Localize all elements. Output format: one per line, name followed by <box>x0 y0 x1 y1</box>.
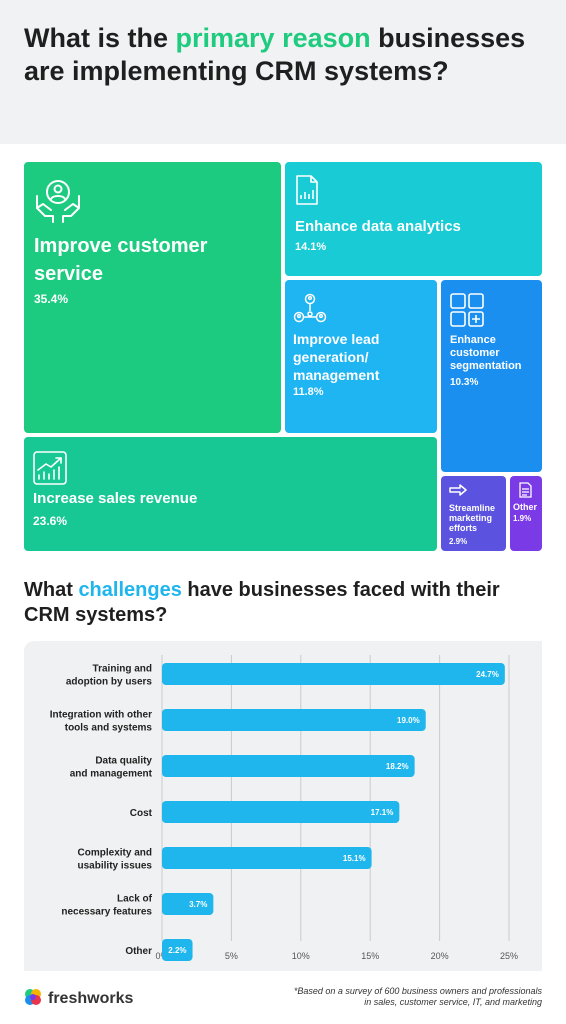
bar-value-label: 18.2% <box>386 762 409 771</box>
bar <box>162 755 415 777</box>
bar-value-label: 17.1% <box>371 808 394 817</box>
bar <box>162 709 426 731</box>
bar-value-label: 2.2% <box>168 946 186 955</box>
footnote-line: in sales, customer service, IT, and mark… <box>364 997 542 1007</box>
tile-label: Other <box>513 502 538 512</box>
flower-logo-icon <box>24 988 42 1011</box>
tile-value: 1.9% <box>513 514 532 523</box>
challenges-title: What challenges have businesses faced wi… <box>24 579 500 626</box>
tile-label: Streamline marketing efforts <box>449 503 496 533</box>
tile-enhance-customer-segmentation: Enhance customer segmentation 10.3% <box>441 280 542 472</box>
bar <box>162 847 372 869</box>
bar-value-label: 15.1% <box>343 854 366 863</box>
category-label: Training and adoption by users <box>66 664 153 688</box>
brand-wordmark: freshworks <box>48 990 134 1007</box>
x-tick-label: 20% <box>431 951 449 961</box>
x-tick-label: 5% <box>225 951 238 961</box>
footnote-line: *Based on a survey of 600 business owner… <box>293 986 542 996</box>
category-label: Cost <box>130 808 153 819</box>
category-label: Integration with other tools and systems <box>50 710 153 734</box>
tile-label: Improve lead generation/ management <box>293 331 380 383</box>
challenges-chart-panel: 0%5%10%15%20%25%24.7%Training andadoptio… <box>24 641 542 971</box>
tile-label: Enhance data analytics <box>295 218 461 235</box>
tile-increase-sales-revenue: Increase sales revenue 23.6% <box>24 437 437 551</box>
header-section: What is the primary reason businesses ar… <box>0 0 566 144</box>
tile-streamline-marketing-efforts: Streamline marketing efforts 2.9% <box>441 476 506 551</box>
challenges-bar-chart: 0%5%10%15%20%25%24.7%Training andadoptio… <box>50 655 518 961</box>
tile-label: Increase sales revenue <box>33 490 198 507</box>
category-label: Data quality and management <box>70 756 153 780</box>
bar-value-label: 19.0% <box>397 716 420 725</box>
tile-other: Other 1.9% <box>510 476 542 551</box>
tile-value: 14.1% <box>295 241 327 253</box>
network-people-icon <box>293 293 327 325</box>
bar <box>162 663 505 685</box>
challenges-highlight: challenges <box>78 579 182 601</box>
bar <box>162 893 214 915</box>
tile-value: 2.9% <box>449 537 468 546</box>
x-tick-label: 15% <box>361 951 379 961</box>
hands-person-icon <box>34 178 82 224</box>
bar-value-label: 24.7% <box>476 670 499 679</box>
survey-footnote: *Based on a survey of 600 business owner… <box>242 986 542 1008</box>
bar <box>162 801 400 823</box>
bar <box>162 939 193 961</box>
tile-label: Enhance customer segmentation <box>450 334 522 372</box>
tile-enhance-data-analytics: Enhance data analytics 14.1% <box>285 162 542 276</box>
tile-improve-customer-service: Improve customer service 35.4% <box>24 162 281 433</box>
report-chart-icon <box>295 175 319 205</box>
document-icon <box>519 482 532 498</box>
x-tick-label: 25% <box>500 951 518 961</box>
category-label: Lack of necessary features <box>61 894 152 918</box>
category-label: Other <box>125 946 152 957</box>
page-title: What is the primary reason businesses ar… <box>24 23 526 86</box>
title-highlight: primary reason <box>175 23 371 53</box>
tile-value: 35.4% <box>34 292 69 306</box>
x-tick-label: 10% <box>292 951 310 961</box>
arrow-right-icon <box>449 484 467 496</box>
tile-value: 10.3% <box>450 377 479 388</box>
tile-value: 23.6% <box>33 514 68 528</box>
tile-improve-lead-generation: Improve lead generation/ management 11.8… <box>285 280 437 433</box>
grid-plus-icon <box>450 293 484 327</box>
category-label: Complexity and usability issues <box>78 848 153 872</box>
tile-value: 11.8% <box>293 386 324 398</box>
growth-chart-icon <box>33 451 67 485</box>
bar-value-label: 3.7% <box>189 900 207 909</box>
tile-label: Improve customer service <box>34 235 208 285</box>
freshworks-logo: freshworks <box>24 988 133 1010</box>
